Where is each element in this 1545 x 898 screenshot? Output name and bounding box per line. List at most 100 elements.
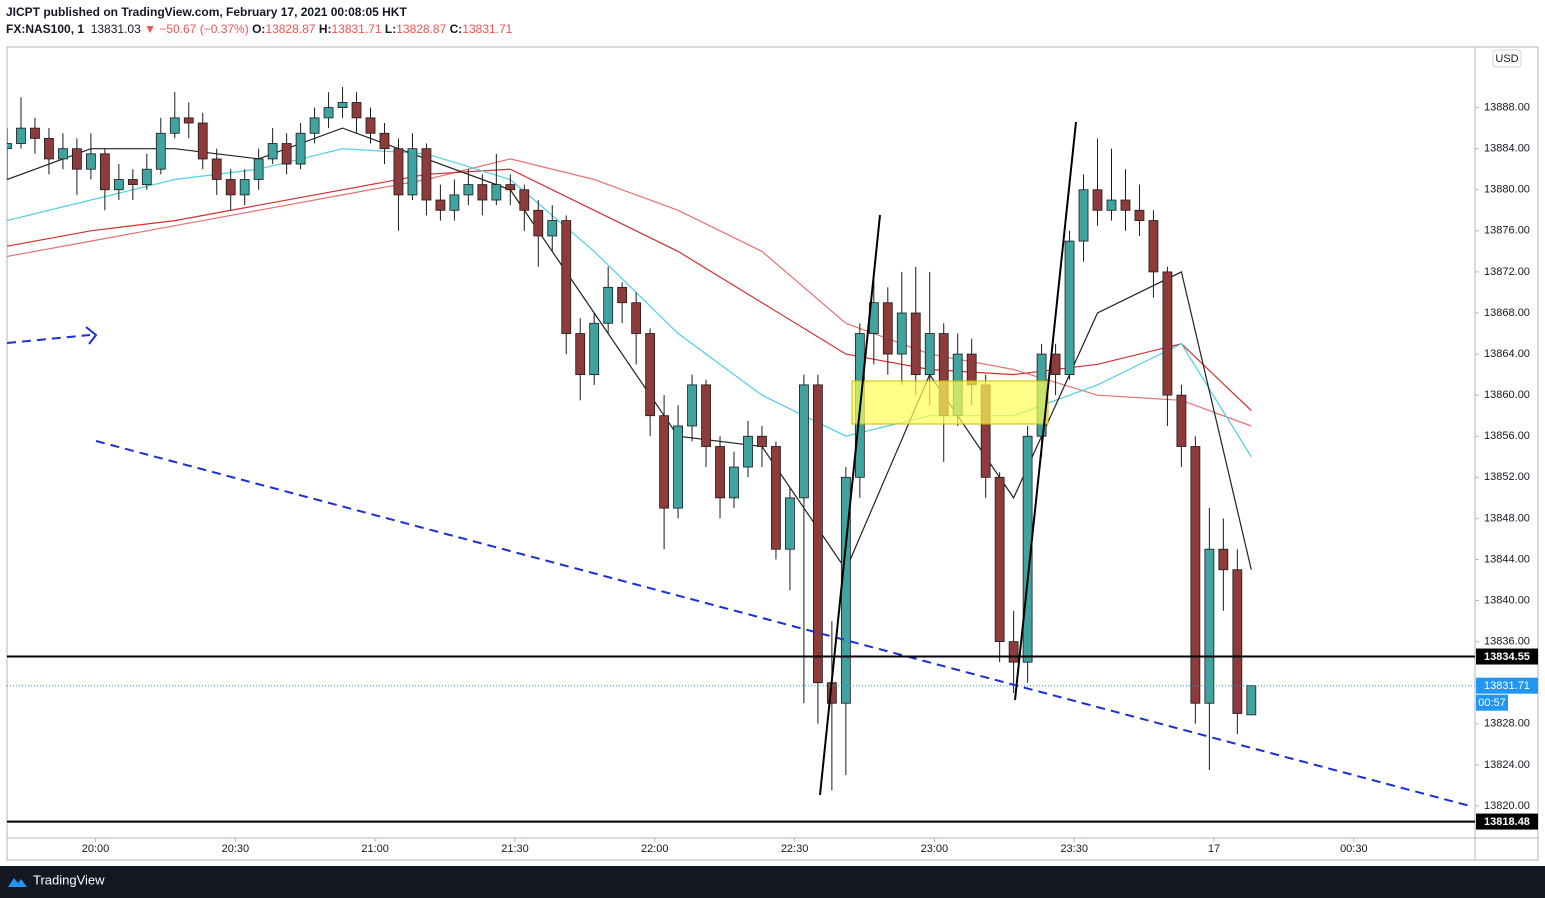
yellow-zone xyxy=(851,380,1049,425)
candle-body xyxy=(351,102,362,119)
ohlc-key: C: xyxy=(449,22,463,36)
y-tick-label: 13828.00 xyxy=(1484,718,1530,730)
candle-body xyxy=(225,179,236,196)
countdown: 00:57 xyxy=(1478,697,1506,709)
last-price-label: 13831.71 xyxy=(1484,680,1530,692)
candle-body xyxy=(1176,394,1187,447)
candle-body xyxy=(561,220,572,334)
brand: TradingView xyxy=(33,872,105,887)
candle-body xyxy=(72,148,82,170)
arrow-head xyxy=(85,326,98,345)
candle-body xyxy=(799,384,809,499)
candle-body xyxy=(1078,189,1089,242)
ohlc-key: O: xyxy=(252,22,266,36)
y-tick-label: 13856.00 xyxy=(1484,430,1530,442)
x-tick-label: 20:00 xyxy=(82,843,110,855)
plot-area xyxy=(7,87,1257,791)
candle-body xyxy=(141,168,152,186)
candle-body xyxy=(785,497,795,550)
x-tick-label: 23:00 xyxy=(921,843,949,855)
candle-body xyxy=(1050,353,1061,376)
x-tick-label: 22:00 xyxy=(641,843,669,855)
candle-body xyxy=(337,102,348,108)
ohlc-value: 13831.71 xyxy=(462,22,513,36)
publish-info: JICPT published on TradingView.com, Febr… xyxy=(6,5,407,19)
candle-body xyxy=(1232,569,1243,714)
candle-body xyxy=(379,132,390,150)
candle-body xyxy=(1064,240,1075,376)
candle-body xyxy=(994,476,1005,643)
y-tick-label: 13884.00 xyxy=(1484,143,1530,155)
candle-body xyxy=(197,122,208,160)
candle-body xyxy=(365,117,376,134)
candle-body xyxy=(575,333,586,376)
candle-body xyxy=(183,117,194,124)
change: ▼ −50.67 (−0.37%) xyxy=(144,22,249,36)
ohlc-value: 13828.87 xyxy=(396,22,447,36)
x-tick-label: 17 xyxy=(1208,843,1220,855)
candle-body xyxy=(1204,548,1215,704)
trendline xyxy=(1014,121,1077,701)
y-tick-label: 13860.00 xyxy=(1484,389,1530,401)
candle-body xyxy=(1106,199,1117,211)
candle-body xyxy=(155,132,166,170)
price-label: 13834.55 xyxy=(1484,651,1530,663)
price-label: 13818.48 xyxy=(1484,816,1530,828)
candle-body xyxy=(701,384,711,447)
candle-body xyxy=(896,312,907,355)
candle-body xyxy=(659,415,670,509)
candle-body xyxy=(407,148,418,196)
y-tick-label: 13868.00 xyxy=(1484,307,1530,319)
candle-body xyxy=(113,179,124,191)
y-tick-label: 13824.00 xyxy=(1484,759,1530,771)
price-label-box xyxy=(1476,813,1538,830)
candle-body xyxy=(966,353,977,386)
y-tick-label: 13876.00 xyxy=(1484,225,1530,237)
candle-body xyxy=(617,286,628,304)
candle-body xyxy=(673,425,683,509)
candle-body xyxy=(44,138,54,160)
candle-body xyxy=(85,153,96,170)
x-tick-label: 21:30 xyxy=(501,843,529,855)
candle-body xyxy=(812,384,823,684)
legend-line: FX:NAS100, 1 13831.03 ▼ −50.67 (−0.37%) … xyxy=(6,21,512,38)
ohlc-key: L: xyxy=(384,22,397,36)
candle-body xyxy=(99,153,110,191)
candle-body xyxy=(1162,271,1173,396)
y-tick-label: 13820.00 xyxy=(1484,800,1530,812)
candle-body xyxy=(882,302,893,355)
candle-body xyxy=(757,435,767,447)
candle-body xyxy=(1134,209,1145,221)
y-tick-label: 13852.00 xyxy=(1484,471,1530,483)
candle-body xyxy=(1092,189,1103,211)
candle-body xyxy=(421,148,432,201)
candle-body xyxy=(1190,446,1201,704)
y-tick-label: 13872.00 xyxy=(1484,266,1530,278)
drawings xyxy=(7,121,1471,807)
candle-body xyxy=(631,302,642,334)
y-tick-label: 13840.00 xyxy=(1484,594,1530,606)
candle-body xyxy=(589,322,600,376)
candle-body xyxy=(169,117,180,134)
last-price-box xyxy=(1476,677,1538,694)
candle-body xyxy=(393,148,404,196)
candle-body xyxy=(729,466,739,499)
candle-body xyxy=(1008,641,1019,663)
footer xyxy=(0,866,1545,898)
candle-body xyxy=(603,286,614,324)
candle-body xyxy=(267,143,278,160)
y-tick-label: 13844.00 xyxy=(1484,553,1530,565)
candle-body xyxy=(281,143,292,165)
candle-body xyxy=(16,127,26,144)
brand-logo xyxy=(8,878,27,887)
candle-body xyxy=(910,312,921,376)
y-tick-label: 13880.00 xyxy=(1484,184,1530,196)
candle-body xyxy=(491,184,502,201)
candle-body xyxy=(463,184,474,196)
candle-body xyxy=(127,179,138,186)
candle-body xyxy=(309,117,320,134)
candle-body xyxy=(30,127,40,139)
symbol: FX:NAS100, 1 xyxy=(6,22,85,36)
candle-body xyxy=(211,158,222,180)
